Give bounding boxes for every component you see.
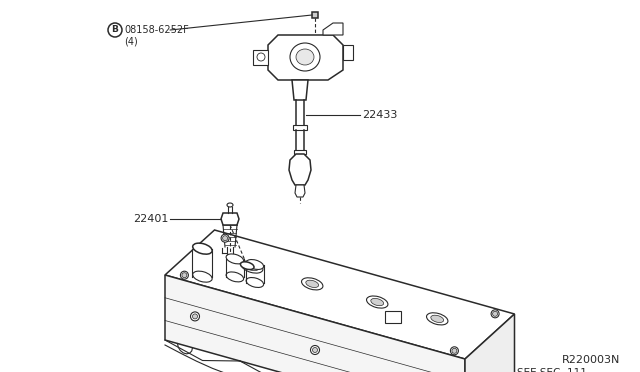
- FancyBboxPatch shape: [294, 150, 306, 154]
- Polygon shape: [323, 23, 343, 35]
- Text: (4): (4): [124, 36, 138, 46]
- FancyBboxPatch shape: [312, 12, 318, 18]
- Text: 22433: 22433: [362, 110, 397, 120]
- Ellipse shape: [290, 43, 320, 71]
- Ellipse shape: [306, 280, 319, 288]
- Circle shape: [451, 347, 458, 355]
- Polygon shape: [295, 185, 305, 197]
- Ellipse shape: [226, 254, 244, 264]
- Ellipse shape: [193, 243, 212, 254]
- Polygon shape: [221, 213, 239, 225]
- Ellipse shape: [246, 260, 264, 269]
- Circle shape: [257, 53, 265, 61]
- Circle shape: [310, 346, 319, 355]
- Text: B: B: [111, 26, 118, 35]
- Ellipse shape: [371, 298, 383, 306]
- Ellipse shape: [227, 203, 233, 207]
- Polygon shape: [292, 80, 308, 100]
- Text: SEE SEC. 111: SEE SEC. 111: [517, 369, 587, 372]
- Ellipse shape: [301, 278, 323, 290]
- FancyBboxPatch shape: [385, 311, 401, 323]
- Polygon shape: [165, 275, 465, 372]
- Text: R220003N: R220003N: [562, 355, 620, 365]
- Polygon shape: [165, 230, 515, 359]
- Ellipse shape: [193, 271, 212, 282]
- Ellipse shape: [296, 49, 314, 65]
- Polygon shape: [465, 314, 515, 372]
- Ellipse shape: [367, 296, 388, 308]
- Circle shape: [108, 23, 122, 37]
- Ellipse shape: [246, 278, 264, 288]
- Ellipse shape: [241, 262, 254, 269]
- Polygon shape: [268, 35, 343, 80]
- Ellipse shape: [241, 261, 263, 273]
- Ellipse shape: [431, 315, 444, 323]
- Circle shape: [182, 273, 187, 278]
- Ellipse shape: [246, 263, 259, 271]
- Circle shape: [491, 310, 499, 318]
- Circle shape: [221, 234, 229, 242]
- Circle shape: [493, 311, 498, 316]
- FancyBboxPatch shape: [293, 125, 307, 130]
- Polygon shape: [253, 50, 268, 65]
- Circle shape: [452, 348, 457, 353]
- Polygon shape: [289, 154, 311, 185]
- Ellipse shape: [426, 313, 448, 325]
- Circle shape: [223, 236, 228, 241]
- Circle shape: [193, 314, 198, 319]
- FancyBboxPatch shape: [343, 45, 353, 60]
- Text: 08158-6252F: 08158-6252F: [124, 25, 189, 35]
- Circle shape: [191, 312, 200, 321]
- Text: 22401: 22401: [132, 214, 168, 224]
- Ellipse shape: [226, 272, 244, 282]
- Circle shape: [180, 271, 188, 279]
- Circle shape: [312, 347, 317, 353]
